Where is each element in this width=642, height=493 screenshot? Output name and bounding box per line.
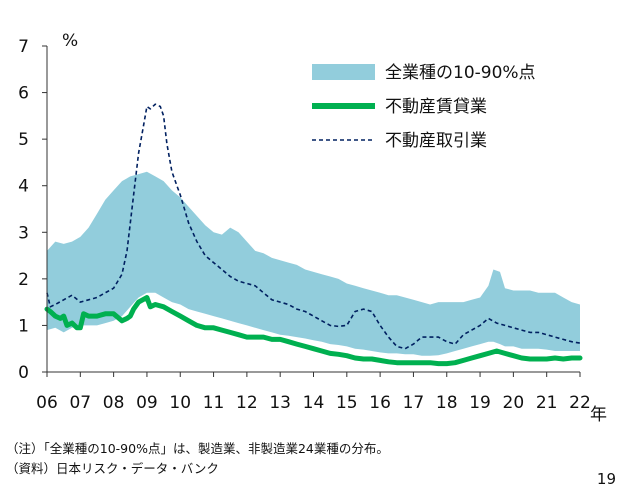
- y-tick-label: 6: [18, 84, 29, 104]
- series-band-0: [47, 171, 580, 356]
- series-line-2: [46, 103, 581, 350]
- x-tick-label: 07: [69, 393, 91, 413]
- x-tick-label: 20: [503, 393, 525, 413]
- legend-label: 不動産賃貸業: [385, 97, 487, 117]
- x-tick-label: 13: [269, 393, 291, 413]
- x-tick-label: 08: [103, 393, 125, 413]
- y-tick-label: 3: [18, 223, 29, 243]
- x-axis-unit: 年: [590, 405, 607, 425]
- note-text: （注）「全業種の10-90%点」は、製造業、非製造業24業種の分布。: [6, 441, 389, 456]
- series-line-1: [44, 295, 583, 367]
- x-tick-label: 18: [436, 393, 458, 413]
- x-tick-label: 19: [469, 393, 491, 413]
- x-tick-label: 16: [369, 393, 391, 413]
- legend-label: 不動産取引業: [385, 131, 487, 151]
- y-tick-label: 7: [18, 37, 29, 57]
- legend-swatch-band: [312, 64, 375, 80]
- x-tick-label: 11: [203, 393, 225, 413]
- y-tick-label: 5: [18, 130, 29, 150]
- source-text: （資料）日本リスク・データ・バンク: [6, 461, 219, 476]
- x-tick-label: 15: [336, 393, 358, 413]
- page-number: 19: [596, 470, 616, 488]
- x-tick-label: 14: [303, 393, 325, 413]
- y-tick-label: 4: [18, 177, 29, 197]
- x-tick-label: 06: [36, 393, 58, 413]
- y-tick-label: 2: [18, 270, 29, 290]
- band-layer: [47, 171, 580, 356]
- x-tick-label: 12: [236, 393, 258, 413]
- y-axis-unit: %: [62, 31, 78, 51]
- y-tick-label: 0: [18, 363, 29, 383]
- y-tick-label: 1: [18, 316, 29, 336]
- x-tick-label: 10: [169, 393, 191, 413]
- x-tick-label: 22: [569, 393, 591, 413]
- legend-label: 全業種の10-90%点: [385, 63, 536, 83]
- x-tick-label: 17: [403, 393, 425, 413]
- line-layer: [44, 103, 583, 367]
- x-tick-label: 21: [536, 393, 558, 413]
- x-tick-label: 09: [136, 393, 158, 413]
